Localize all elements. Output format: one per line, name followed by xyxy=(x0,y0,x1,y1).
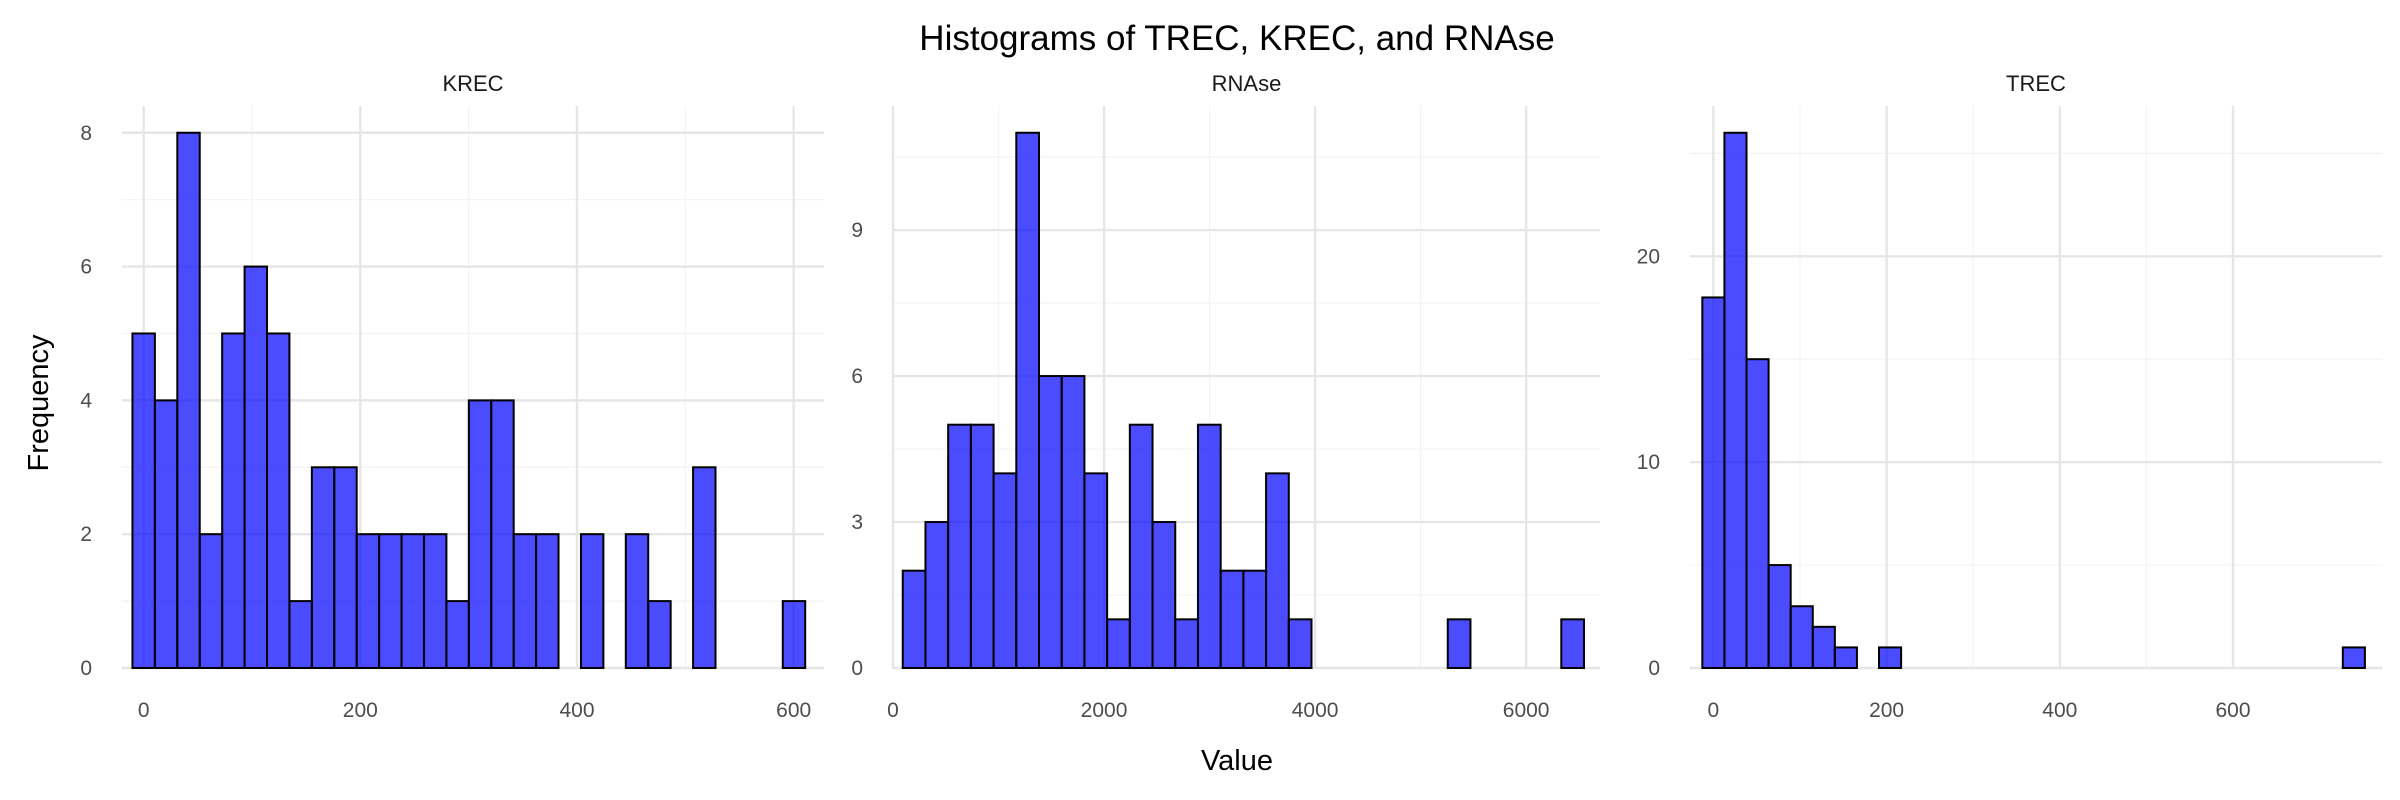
x-tick-label: 200 xyxy=(343,699,378,722)
histogram-bar xyxy=(1723,131,1748,669)
histogram-bar xyxy=(288,600,313,669)
chart-title: Histograms of TREC, KREC, and RNAse xyxy=(919,19,1554,58)
histogram-bar xyxy=(1128,423,1154,669)
histogram-bar xyxy=(692,466,717,669)
histogram-bar xyxy=(1265,472,1290,669)
histogram-bar xyxy=(467,399,493,669)
histogram-bar xyxy=(924,521,950,670)
histogram-bar xyxy=(1038,375,1063,669)
y-tick-label: 20 xyxy=(1637,245,1660,268)
histogram-bar xyxy=(1151,521,1177,670)
x-tick-label: 0 xyxy=(887,699,899,722)
histogram-bar xyxy=(1560,618,1586,669)
histogram-bar xyxy=(512,533,538,670)
histogram-bar xyxy=(266,332,291,669)
histogram-bar xyxy=(1219,569,1245,669)
y-axis-title: Frequency xyxy=(23,334,55,472)
histogram-bar xyxy=(969,423,995,669)
histogram-bar xyxy=(400,533,425,670)
y-tick-label: 4 xyxy=(80,389,92,412)
y-tick-label: 6 xyxy=(851,365,863,388)
histogram-bar xyxy=(221,332,246,669)
histogram-bar xyxy=(1015,131,1041,669)
y-tick-label: 6 xyxy=(80,256,92,279)
histogram-bar xyxy=(1701,296,1726,669)
histogram-bar xyxy=(1196,423,1222,669)
x-tick-label: 6000 xyxy=(1503,699,1550,722)
histogram-bar xyxy=(153,399,179,669)
histogram-bar xyxy=(579,533,605,670)
panel-strip-label: KREC xyxy=(442,71,503,96)
histogram-bar xyxy=(490,399,515,669)
histogram-bar xyxy=(310,466,336,669)
histogram-bar xyxy=(1060,375,1086,669)
x-tick-label: 0 xyxy=(1708,699,1720,722)
histogram-bar xyxy=(1789,605,1814,670)
histogram-bar xyxy=(1083,472,1109,669)
x-tick-label: 200 xyxy=(1869,699,1904,722)
facet-panel-krec: KREC 0 200 400 600 0 2 4 6 8 xyxy=(80,71,824,722)
histogram-bar xyxy=(1878,646,1903,670)
panel-strip-label: TREC xyxy=(2006,71,2066,96)
histogram-bar xyxy=(901,569,927,669)
y-tick-label: 8 xyxy=(80,122,92,145)
histogram-bar xyxy=(1174,618,1199,669)
histogram-bar xyxy=(1767,564,1792,669)
histogram-bar xyxy=(624,533,650,670)
histogram-bar xyxy=(333,466,358,669)
histogram-bar xyxy=(445,600,470,669)
histogram-bar xyxy=(243,265,269,669)
histogram-bar xyxy=(1446,618,1472,669)
histogram-bar xyxy=(647,600,672,669)
histogram-bar xyxy=(1242,569,1268,669)
y-tick-label: 9 xyxy=(851,219,863,242)
x-tick-label: 600 xyxy=(2216,699,2251,722)
histogram-bar xyxy=(1106,618,1131,669)
x-axis-title: Value xyxy=(1201,745,1273,777)
y-tick-label: 3 xyxy=(851,511,863,534)
histogram-bar xyxy=(781,600,807,669)
histogram-bar xyxy=(1811,625,1836,669)
panel-strip-label: RNAse xyxy=(1212,71,1282,96)
x-tick-label: 600 xyxy=(776,699,811,722)
histogram-bar xyxy=(947,423,972,669)
histogram-bar xyxy=(176,131,201,669)
histogram-bar xyxy=(1833,646,1858,670)
histogram-bar xyxy=(1745,358,1770,669)
y-tick-label: 0 xyxy=(80,657,92,680)
histogram-bar xyxy=(131,332,156,669)
facet-panel-rnase: RNAse 0 2000 4000 6000 0 3 6 9 xyxy=(851,71,1600,722)
x-tick-label: 400 xyxy=(559,699,594,722)
x-tick-label: 0 xyxy=(138,699,150,722)
histogram-bar xyxy=(422,533,448,670)
histogram-bar xyxy=(992,472,1018,669)
x-tick-label: 4000 xyxy=(1292,699,1339,722)
histogram-bar xyxy=(535,533,560,670)
histogram-bar xyxy=(2341,646,2366,670)
y-tick-label: 0 xyxy=(1648,657,1660,680)
y-tick-label: 0 xyxy=(851,657,863,680)
y-tick-label: 2 xyxy=(80,523,92,546)
histogram-bar xyxy=(198,533,224,670)
histogram-bar xyxy=(355,533,381,670)
y-tick-label: 10 xyxy=(1637,451,1660,474)
facet-panel-trec: TREC 0 200 400 600 0 10 20 xyxy=(1637,71,2382,722)
x-tick-label: 400 xyxy=(2042,699,2077,722)
histogram-bar xyxy=(378,533,403,670)
x-tick-label: 2000 xyxy=(1081,699,1128,722)
histogram-bar xyxy=(1287,618,1313,669)
